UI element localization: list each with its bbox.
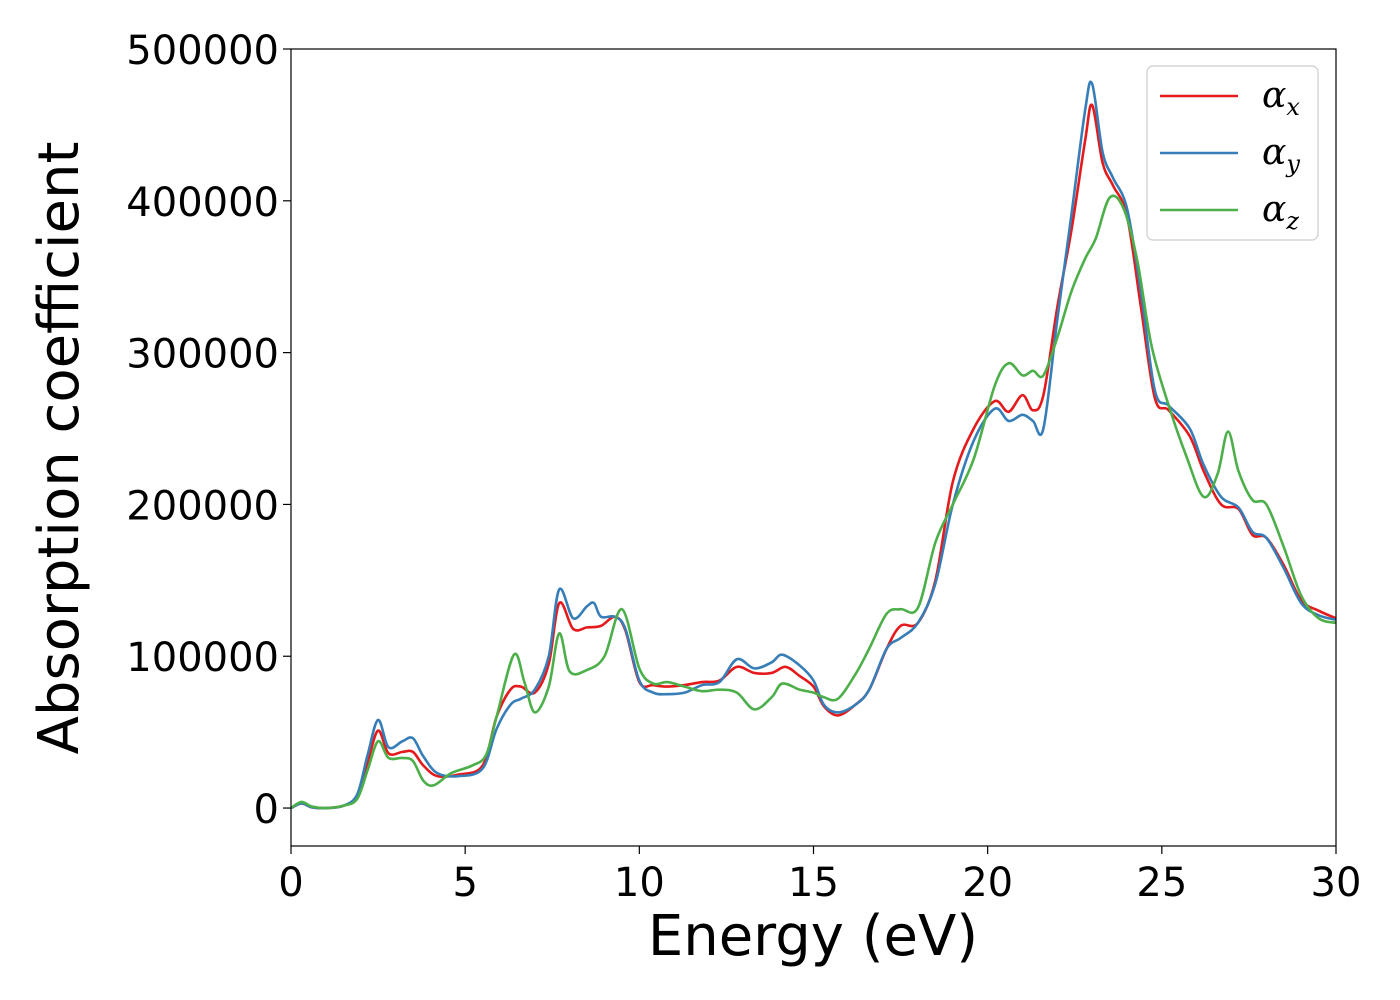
x-tick-label: 5 <box>452 860 477 906</box>
x-tick-label: 10 <box>614 860 665 906</box>
legend: αx αy αz <box>1146 65 1319 241</box>
x-tick-label: 25 <box>1136 860 1187 906</box>
legend-label-y: αy <box>1262 132 1300 178</box>
series-line-x <box>291 103 1336 810</box>
x-tick-label: 30 <box>1311 860 1362 906</box>
y-tick-label: 300000 <box>126 332 279 378</box>
y-tick-label: 500000 <box>126 28 279 74</box>
x-tick-label: 20 <box>962 860 1013 906</box>
y-tick-label: 100000 <box>126 635 279 681</box>
legend-entries: αx αy αz <box>1160 75 1300 235</box>
x-axis-ticks: 0 5 10 15 20 25 30 <box>278 846 1361 906</box>
legend-label-z: αz <box>1262 189 1299 235</box>
x-axis-label: Energy (eV) <box>648 904 978 969</box>
y-axis-ticks: 0 100000 200000 300000 400000 500000 <box>126 28 291 833</box>
y-tick-label: 400000 <box>126 180 279 226</box>
series-line-z <box>291 194 1336 810</box>
y-axis-label: Absorption coefficient <box>27 142 92 755</box>
y-tick-label: 200000 <box>126 483 279 529</box>
x-tick-label: 15 <box>788 860 839 906</box>
y-tick-label: 0 <box>254 787 279 833</box>
x-tick-label: 0 <box>278 860 303 906</box>
series-lines <box>291 80 1336 810</box>
legend-label-x: αx <box>1262 75 1300 121</box>
